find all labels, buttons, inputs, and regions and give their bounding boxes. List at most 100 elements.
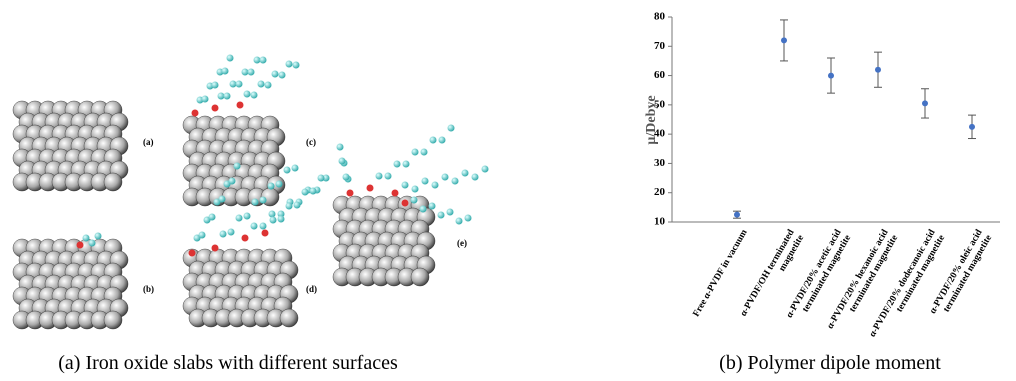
chain-atom [347,190,354,197]
caption: (b) Polymer dipole moment [719,352,941,375]
chain-atom [472,174,479,181]
chain-atom [212,105,219,112]
chain-atom [254,57,261,64]
chain-atom [294,202,301,209]
chain-atom [284,167,291,174]
chain-atom [430,137,437,144]
atom [411,268,429,286]
chain-atom [192,110,199,117]
chain-atom [95,233,102,240]
chain-atom [228,229,235,236]
y-tick-label: 80 [654,11,666,23]
figure: (a) (b) (c) (d) (e) μ/Debye 102030405060… [0,0,1016,381]
chain-atom [270,217,277,224]
chain-atom [293,62,300,69]
chain-atom [269,211,276,218]
chain-atom [337,144,344,151]
chain-atom [392,190,399,197]
chain-atom [421,149,428,156]
chain-atom [209,214,216,221]
chain-atom [77,242,84,249]
chain-atom [442,174,449,181]
chain-atom [83,235,90,242]
chain-atom [222,68,229,75]
y-tick-label: 40 [654,128,666,140]
page: (a) (b) (c) (d) (e) μ/Debye 102030405060… [0,0,1016,381]
chain-atom [411,197,418,204]
point [781,37,787,43]
chain-atom [456,218,463,225]
chain-atom [230,81,237,88]
chain-atom [402,182,409,189]
point [734,212,740,218]
chain-atom [403,161,410,168]
chain-atom [202,96,209,103]
chain-atom [339,158,346,165]
y-tick-label: 30 [654,157,666,169]
panel-label: (a) [143,137,154,147]
chain-atom [199,232,206,239]
chain-atom [412,186,419,193]
panel-label: (e) [457,238,467,248]
chain-atom [234,163,241,170]
y-tick-label: 60 [654,69,666,81]
chain-atom [244,213,251,220]
atom [104,173,122,191]
chain-atom [220,231,227,238]
chain-atom [367,185,374,192]
chain-atom [89,240,96,247]
chain-atom [251,223,258,230]
chain-atom [227,55,234,62]
chain-atom [262,230,269,237]
chain-atom [439,137,446,144]
chain-atom [412,149,419,156]
point [828,73,834,79]
y-tick-label: 20 [654,186,666,198]
chain-atom [236,215,243,222]
chain-atom [286,203,293,210]
panel-label: (b) [143,284,154,294]
chain-atom [448,125,455,132]
chain-atom [286,61,293,68]
chain-atom [310,188,317,195]
point [922,100,928,106]
chain-atom [438,212,445,219]
chain-atom [279,72,286,79]
chain-atom [251,92,258,99]
chain-atom [189,250,196,257]
chain-atom [376,173,383,180]
chain-atom [268,183,275,190]
atom [104,311,122,329]
chain-atom [429,203,436,210]
chain-atom [276,181,283,188]
chain-atom [265,82,272,89]
chain-atom [343,174,350,181]
chain-atom [318,175,325,182]
chain-atom [272,71,279,78]
chain-atom [420,206,427,213]
chain-atom [242,69,249,76]
chain-atom [212,82,219,89]
chain-atom [452,178,459,185]
point [875,67,881,73]
chain-atom [432,182,439,189]
chain-atom [237,102,244,109]
chain-atom [482,166,489,173]
chain-atom [248,69,255,76]
chain-atom [218,93,225,100]
chain-atom [244,91,251,98]
chain-atom [212,245,219,252]
caption: (a) Iron oxide slabs with different surf… [58,352,398,375]
chain-atom [278,216,285,223]
point [969,124,975,130]
chain-atom [447,209,454,216]
y-tick-label: 70 [654,40,666,52]
chain-atom [229,178,236,185]
chain-atom [242,235,249,242]
chain-atom [302,189,309,196]
chain-atom [236,81,243,88]
chain-atom [422,178,429,185]
molecule-images [13,55,489,330]
chain-atom [260,223,267,230]
y-tick-label: 10 [654,216,666,228]
